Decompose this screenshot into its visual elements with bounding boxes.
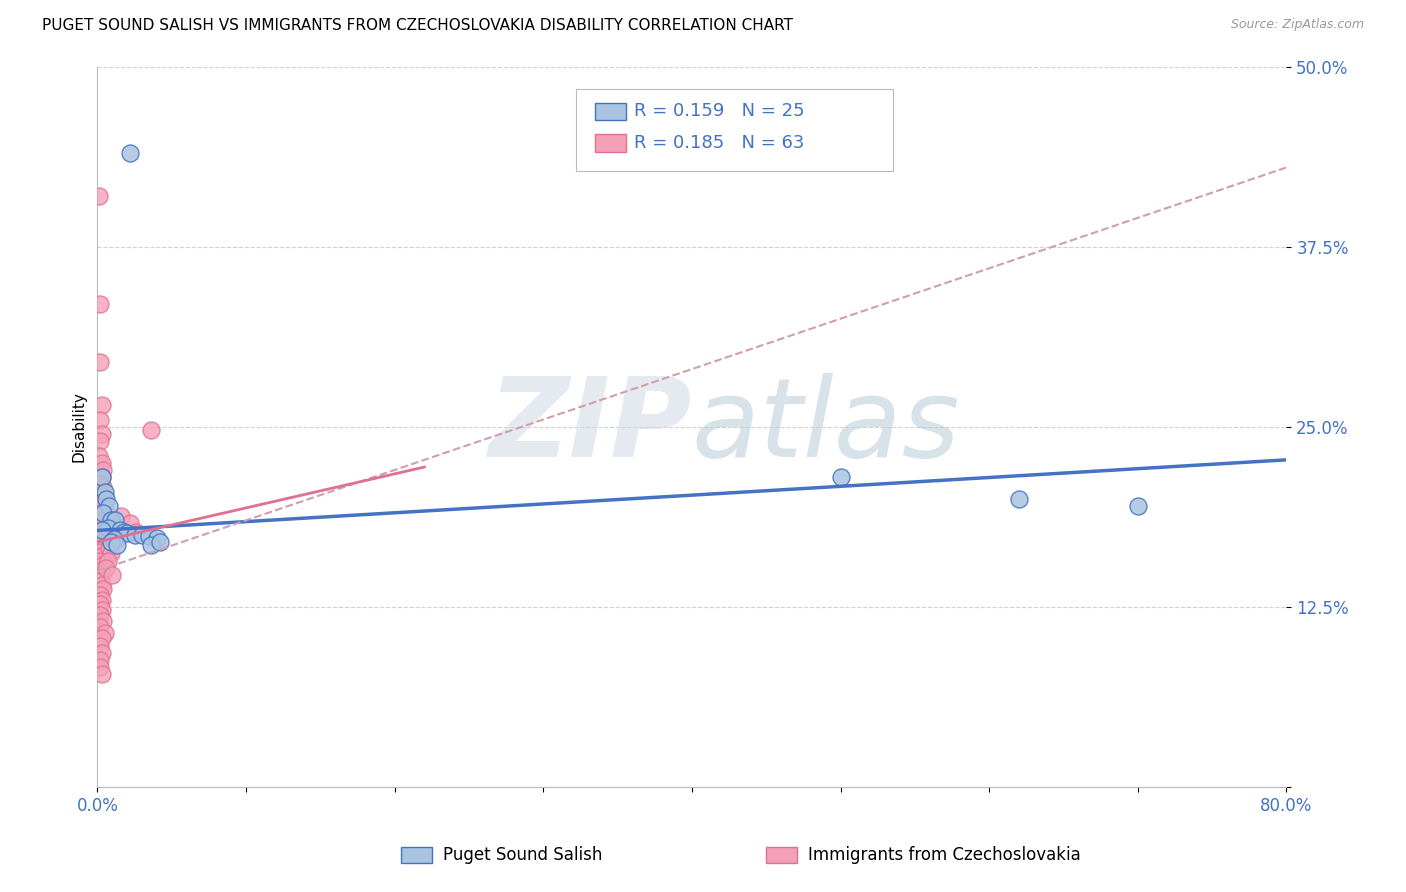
Point	[90, 398, 112, 412]
Point	[100, 535, 122, 549]
Point	[91, 614, 114, 628]
Text: atlas: atlas	[692, 373, 960, 480]
Point	[104, 513, 127, 527]
Point	[90, 470, 112, 484]
Point	[91, 582, 114, 597]
Text: ZIP: ZIP	[488, 373, 692, 480]
Point	[118, 516, 141, 531]
Text: Puget Sound Salish: Puget Sound Salish	[443, 847, 602, 864]
Point	[89, 538, 111, 552]
Point	[91, 512, 114, 526]
Point	[89, 608, 111, 623]
Point	[90, 646, 112, 660]
Text: R = 0.159   N = 25: R = 0.159 N = 25	[634, 103, 804, 120]
Point	[1008, 491, 1031, 506]
Point	[87, 449, 110, 463]
Point	[115, 526, 138, 541]
Point	[89, 639, 111, 653]
Point	[91, 506, 114, 520]
Point	[89, 434, 111, 449]
Point	[146, 531, 169, 545]
Point	[89, 477, 111, 491]
Point	[90, 524, 112, 538]
Point	[124, 528, 146, 542]
Text: Immigrants from Czechoslovakia: Immigrants from Czechoslovakia	[808, 847, 1081, 864]
Text: PUGET SOUND SALISH VS IMMIGRANTS FROM CZECHOSLOVAKIA DISABILITY CORRELATION CHAR: PUGET SOUND SALISH VS IMMIGRANTS FROM CZ…	[42, 18, 793, 33]
Point	[96, 491, 118, 506]
Point	[89, 574, 111, 588]
Point	[89, 620, 111, 634]
Point	[96, 524, 118, 539]
Point	[139, 538, 162, 552]
Point	[100, 513, 122, 527]
Point	[90, 489, 112, 503]
Point	[89, 660, 111, 674]
Point	[90, 509, 112, 524]
Point	[105, 532, 128, 546]
Point	[125, 524, 148, 539]
Point	[87, 189, 110, 203]
Point	[90, 667, 112, 681]
Text: Source: ZipAtlas.com: Source: ZipAtlas.com	[1230, 18, 1364, 31]
Point	[131, 528, 153, 542]
Point	[89, 412, 111, 426]
Point	[101, 568, 124, 582]
Point	[89, 597, 111, 611]
Point	[89, 355, 111, 369]
Point	[90, 549, 112, 564]
Point	[98, 499, 121, 513]
Point	[89, 564, 111, 578]
Point	[89, 653, 111, 667]
Point	[91, 558, 114, 572]
Point	[89, 528, 111, 542]
Point	[90, 456, 112, 470]
Point	[97, 520, 120, 534]
Point	[90, 592, 112, 607]
Point	[90, 632, 112, 646]
Point	[89, 532, 111, 546]
Point	[97, 554, 120, 568]
Point	[91, 499, 114, 513]
Point	[91, 463, 114, 477]
Point	[90, 529, 112, 543]
Point	[90, 470, 112, 484]
Point	[90, 541, 112, 555]
Point	[108, 524, 131, 538]
Point	[98, 541, 121, 555]
Y-axis label: Disability: Disability	[72, 392, 86, 462]
Point	[118, 146, 141, 161]
Point	[90, 519, 112, 533]
Point	[103, 532, 125, 546]
Point	[149, 535, 172, 549]
Point	[91, 533, 114, 548]
Point	[830, 470, 852, 484]
Point	[1126, 499, 1149, 513]
Point	[138, 529, 160, 543]
Point	[89, 588, 111, 602]
Point	[89, 554, 111, 568]
Point	[90, 602, 112, 616]
Point	[100, 546, 122, 560]
Point	[89, 545, 111, 559]
Point	[110, 509, 132, 524]
Point	[94, 484, 117, 499]
Point	[94, 503, 117, 517]
Point	[89, 516, 111, 531]
Point	[91, 480, 114, 494]
Point	[139, 423, 162, 437]
Point	[105, 538, 128, 552]
Point	[90, 568, 112, 582]
Text: R = 0.185   N = 63: R = 0.185 N = 63	[634, 134, 804, 152]
Point	[90, 426, 112, 441]
Point	[94, 625, 117, 640]
Point	[103, 524, 125, 539]
Point	[112, 524, 135, 539]
Point	[94, 522, 117, 536]
Point	[96, 561, 118, 575]
Point	[89, 297, 111, 311]
Point	[90, 578, 112, 592]
Point	[89, 494, 111, 508]
